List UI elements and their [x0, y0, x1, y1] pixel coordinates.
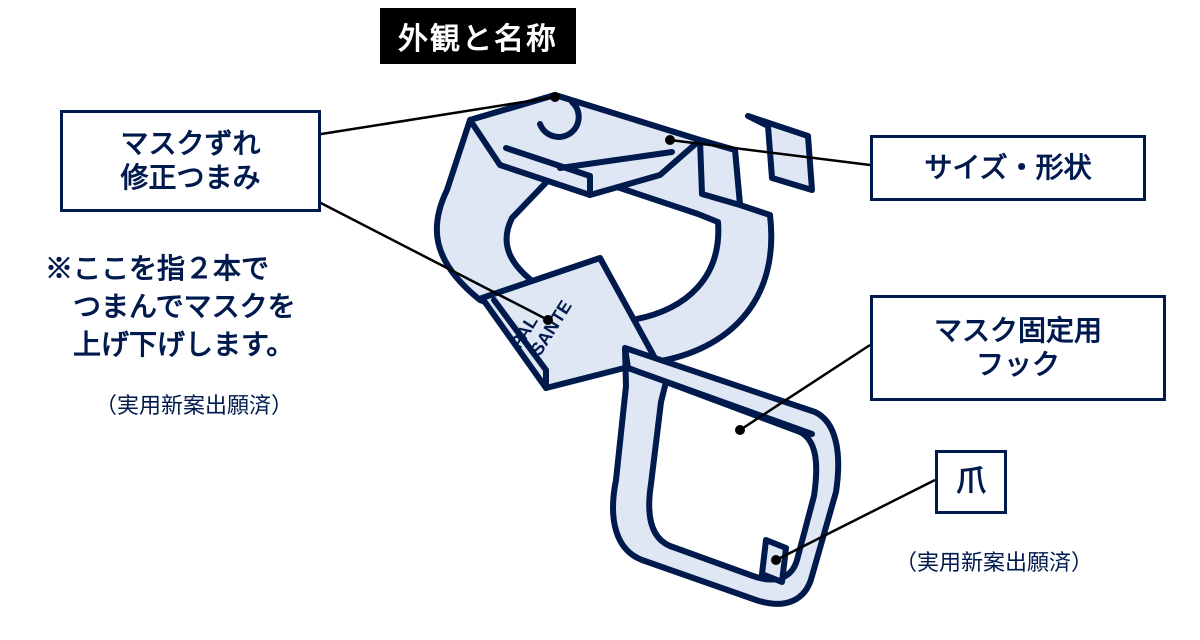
label-size-l1: サイズ・形状 — [924, 151, 1091, 185]
label-claw-l1: 爪 — [956, 464, 986, 500]
label-hook-l1: マスク固定用 — [934, 314, 1102, 348]
diagram-root: 外観と名称 PAL SANTE — [0, 0, 1200, 640]
note-pinch: ※ここを指２本で つまんでマスクを 上げ下げします。 — [45, 250, 296, 363]
label-hook-l2: フック — [976, 348, 1060, 382]
label-knob-l2: 修正つまみ — [120, 161, 260, 195]
note-patent1: （実用新案出願済） — [95, 388, 293, 420]
label-size: サイズ・形状 — [870, 135, 1146, 201]
note-patent2: （実用新案出願済） — [895, 545, 1093, 577]
label-claw: 爪 — [935, 450, 1007, 514]
label-knob-l1: マスクずれ — [120, 127, 260, 161]
label-hook: マスク固定用 フック — [870, 295, 1166, 401]
label-knob: マスクずれ 修正つまみ — [60, 110, 321, 212]
